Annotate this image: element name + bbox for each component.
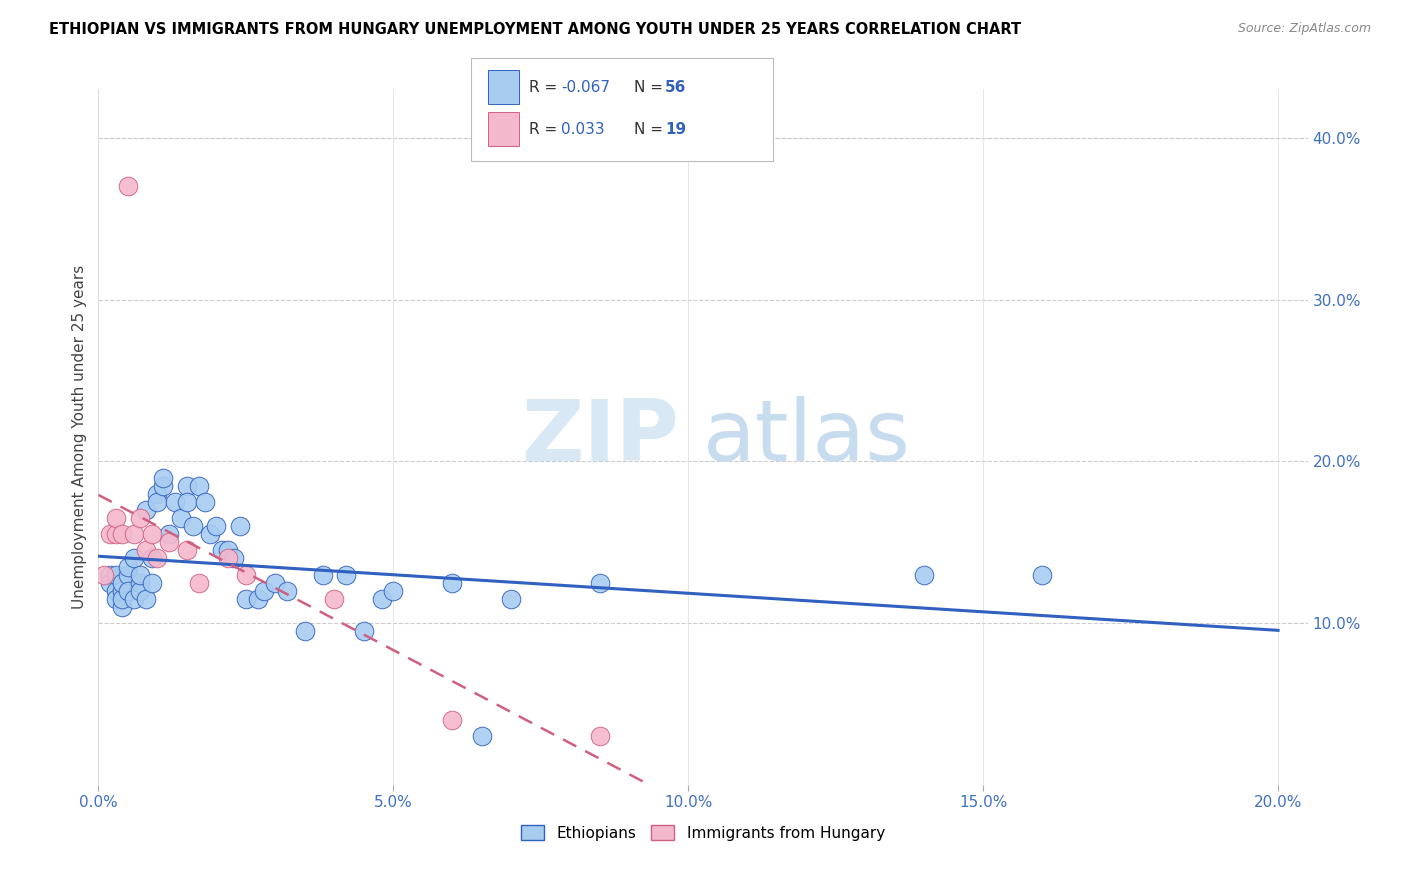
Text: 0.033: 0.033 (561, 122, 605, 136)
Point (211, 543, 233, 558)
Point (441, 575, 464, 590)
Text: Source: ZipAtlas.com: Source: ZipAtlas.com (1237, 22, 1371, 36)
Text: ETHIOPIAN VS IMMIGRANTS FROM HUNGARY UNEMPLOYMENT AMONG YOUTH UNDER 25 YEARS COR: ETHIOPIAN VS IMMIGRANTS FROM HUNGARY UNE… (49, 22, 1021, 37)
Point (117, 179, 139, 194)
Point (105, 567, 128, 582)
Point (122, 527, 145, 541)
Point (176, 495, 198, 509)
Text: R =: R = (529, 122, 562, 136)
Point (98, 527, 121, 541)
Point (98, 567, 121, 582)
Point (589, 575, 612, 590)
Point (187, 575, 209, 590)
Point (311, 567, 333, 582)
Text: ZIP: ZIP (522, 395, 679, 479)
Point (128, 511, 150, 525)
Point (152, 470, 174, 484)
Point (194, 495, 217, 509)
Point (146, 495, 169, 509)
Legend: Ethiopians, Immigrants from Hungary: Ethiopians, Immigrants from Hungary (515, 819, 891, 847)
Point (187, 478, 209, 492)
Point (264, 575, 287, 590)
Point (135, 591, 157, 606)
Point (111, 583, 134, 598)
Point (370, 591, 392, 606)
Y-axis label: Unemployment Among Youth under 25 years: Unemployment Among Youth under 25 years (72, 265, 87, 609)
Point (235, 567, 257, 582)
Point (105, 511, 128, 525)
Point (128, 583, 150, 598)
Point (105, 527, 128, 541)
Point (912, 567, 935, 582)
Point (235, 591, 257, 606)
Point (122, 551, 145, 566)
Point (122, 591, 145, 606)
Point (157, 527, 180, 541)
Point (141, 527, 163, 541)
Point (93, 567, 115, 582)
Point (323, 591, 346, 606)
Point (471, 730, 494, 744)
Point (146, 551, 169, 566)
Point (141, 575, 163, 590)
Point (135, 543, 157, 558)
Point (117, 583, 139, 598)
Point (229, 519, 252, 533)
Text: 19: 19 (665, 122, 686, 136)
Point (165, 495, 187, 509)
Point (181, 519, 204, 533)
Point (276, 583, 298, 598)
Point (246, 591, 269, 606)
Text: atlas: atlas (703, 395, 911, 479)
Point (105, 583, 128, 598)
Point (205, 519, 228, 533)
Point (382, 583, 405, 598)
Point (128, 575, 150, 590)
Point (589, 730, 612, 744)
Point (141, 551, 163, 566)
Point (217, 543, 239, 558)
Point (111, 575, 134, 590)
Point (294, 624, 316, 639)
Text: N =: N = (634, 80, 668, 95)
Point (170, 511, 193, 525)
Text: 56: 56 (665, 80, 686, 95)
Point (128, 567, 150, 582)
Point (501, 591, 523, 606)
Point (135, 503, 157, 517)
Point (252, 583, 274, 598)
Point (98, 575, 121, 590)
Point (1031, 567, 1053, 582)
Point (117, 559, 139, 574)
Point (335, 567, 357, 582)
Point (111, 599, 134, 614)
Point (441, 713, 464, 727)
Point (117, 567, 139, 582)
Point (222, 551, 245, 566)
Point (200, 527, 222, 541)
Text: R =: R = (529, 80, 562, 95)
Point (353, 624, 375, 639)
Text: -0.067: -0.067 (561, 80, 610, 95)
Point (105, 591, 128, 606)
Point (146, 486, 169, 500)
Point (176, 543, 198, 558)
Point (217, 551, 239, 566)
Point (152, 478, 174, 492)
Point (157, 535, 180, 549)
Text: N =: N = (634, 122, 668, 136)
Point (111, 591, 134, 606)
Point (176, 478, 198, 492)
Point (111, 527, 134, 541)
